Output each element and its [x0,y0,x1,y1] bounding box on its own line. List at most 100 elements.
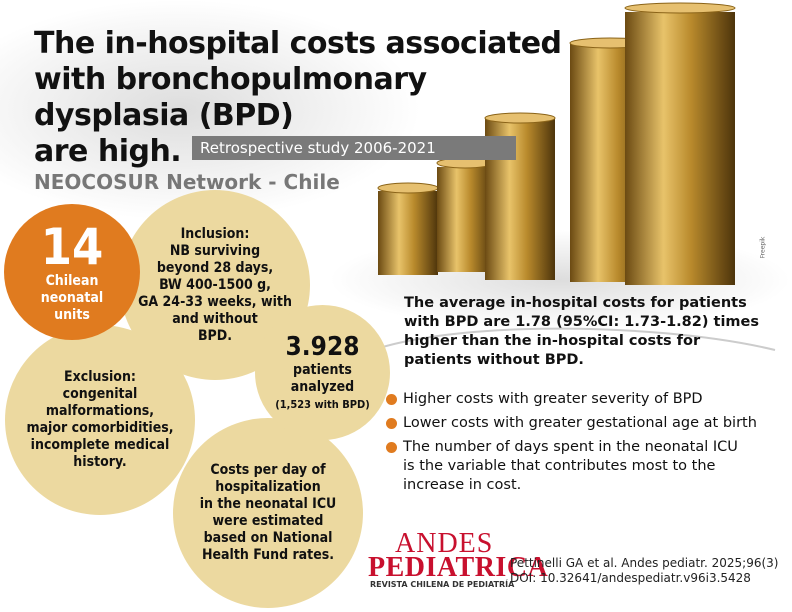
coin [570,184,650,191]
title: The in-hospital costs associated with br… [34,26,562,170]
bullet-text: Lower costs with greater gestational age… [403,415,757,431]
coin [570,233,650,240]
coin [485,231,555,238]
coin [625,89,735,96]
text-line: beyond 28 days, [156,259,274,276]
coin [625,180,735,187]
coin [437,174,493,181]
coin [570,65,650,72]
coin [485,245,555,252]
coin [625,110,735,117]
coin [570,72,650,79]
coin [570,261,650,268]
text-line: BPD. [197,327,233,344]
coin [378,198,438,205]
coin [625,229,735,236]
text-line: history. [73,454,127,470]
bullet: Lower costs with greater gestational age… [386,414,776,433]
coin [485,259,555,266]
coin [625,278,735,285]
coin [485,175,555,182]
title-line: are high. [34,134,182,169]
coin [485,182,555,189]
citation-line: DOI: 10.32641/andespediatr.v96i3.5428 [510,571,751,585]
coin [625,103,735,110]
coin [570,142,650,149]
text-line: were estimated [212,513,324,529]
coin [625,54,735,61]
coin [485,154,555,161]
text-line: based on National [203,530,333,546]
coin [625,152,735,159]
study-tag: Retrospective study 2006-2021 [192,136,516,160]
text-line: major comorbidities, [26,420,174,436]
title-line: dysplasia (BPD) [34,98,294,133]
logo-bottom: PEDIATRICA [368,552,549,583]
coin [625,222,735,229]
coin [570,86,650,93]
bullet-text: Higher costs with greater severity of BP… [403,391,703,407]
coin [625,12,735,19]
coin [485,273,555,280]
coin [437,188,493,195]
coin [437,230,493,237]
bullet: The number of days spent in the neonatal… [386,438,746,495]
coin [437,209,493,216]
coin [625,82,735,89]
coin [437,216,493,223]
coin [570,79,650,86]
coin [625,173,735,180]
heading: Exclusion: [64,369,136,385]
coin [625,257,735,264]
coin [625,75,735,82]
patients-circle: 3.928 patients analyzed (1,523 with BPD) [255,305,390,440]
coin [625,208,735,215]
coin [625,124,735,131]
coin [625,166,735,173]
bullet: Higher costs with greater severity of BP… [386,390,776,409]
coin [570,191,650,198]
bullet-dot [386,394,397,405]
costs-circle: Costs per day of hospitalization in the ne… [173,418,363,608]
text-line: incomplete medical [30,437,170,453]
coin [625,264,735,271]
coin [570,114,650,121]
coin [570,51,650,58]
text-line: in the neonatal ICU [199,496,337,512]
coin [437,167,493,174]
text-line: and without [172,310,258,327]
coin [625,250,735,257]
coin [625,138,735,145]
coin [378,247,438,254]
coin [437,181,493,188]
text-line: patients [293,362,352,378]
coin [485,266,555,273]
coin [485,147,555,154]
coin-top [377,182,439,194]
coin [437,265,493,272]
coin [378,191,438,198]
heading: Inclusion: [180,225,250,242]
coin [437,244,493,251]
coin [485,140,555,147]
coin [625,201,735,208]
coin-top [624,2,736,14]
coin [378,212,438,219]
coin [625,194,735,201]
coin [378,205,438,212]
coin [485,168,555,175]
coin-stacks [377,2,736,285]
coin [437,237,493,244]
text-line: Health Fund rates. [201,547,335,563]
image-credit: Freepik [759,236,767,259]
coin [570,247,650,254]
coin [570,226,650,233]
bullet-dot [386,442,397,453]
coin [378,240,438,247]
coin [570,170,650,177]
coin [625,131,735,138]
coin [437,223,493,230]
coin [625,159,735,166]
coin [570,254,650,261]
